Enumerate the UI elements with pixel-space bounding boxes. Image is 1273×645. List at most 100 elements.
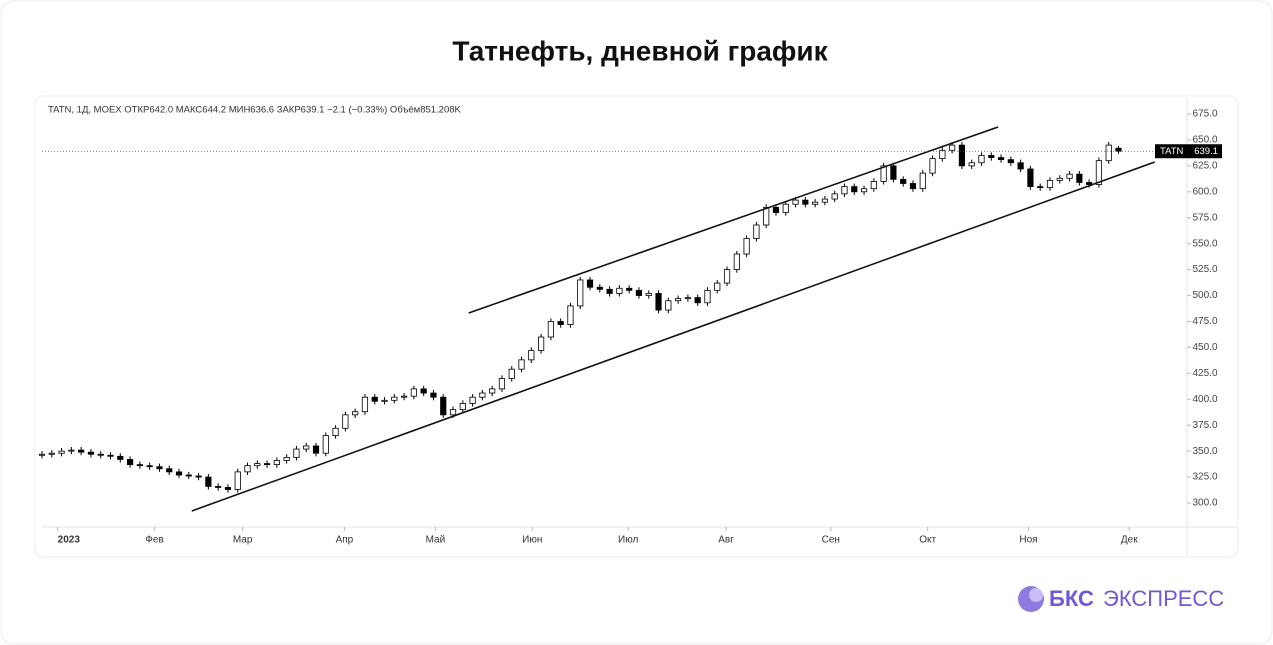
candle-body (371, 396, 378, 402)
candle-body (1105, 144, 1112, 162)
candle-body (175, 471, 183, 476)
trend-line (191, 161, 1155, 512)
candle-body (234, 471, 241, 490)
candle-body (988, 155, 995, 158)
x-tick-label: Сен (822, 535, 840, 546)
candle-body (626, 287, 633, 291)
y-tick-label: 325.0 (1192, 472, 1217, 483)
candle-body (87, 451, 95, 455)
candle-body (949, 144, 956, 151)
logo-name: ЭКСПРЕСС (1103, 586, 1224, 611)
y-tick-label: 550.0 (1192, 238, 1217, 249)
candle-body (1007, 159, 1014, 164)
symbol-info: TATN, 1Д, MOEX ОТКР642.0 МАКС644.2 МИН63… (48, 105, 462, 116)
y-tick-label: 400.0 (1192, 394, 1217, 405)
x-tick-label: Мар (233, 535, 253, 546)
candle-body (547, 321, 554, 338)
candle-body (469, 396, 476, 404)
candle-body (205, 476, 212, 487)
trend-line (468, 126, 999, 314)
candle-body (528, 350, 535, 361)
candle-body (802, 199, 809, 205)
candle-body (880, 165, 887, 182)
candle-body (704, 289, 711, 304)
x-tick-label: 2023 (58, 535, 81, 546)
candle-body (577, 279, 584, 307)
candle-body (821, 198, 828, 203)
candle-body (841, 186, 848, 195)
candle-body (929, 158, 936, 174)
candle-body (900, 178, 907, 184)
x-tick-label: Фев (145, 535, 163, 546)
candle-body (919, 172, 926, 190)
x-tick-label: Окт (919, 535, 936, 546)
candle-body (58, 450, 65, 454)
candle-body (753, 224, 760, 239)
candle-body (1086, 182, 1093, 185)
candle-body (518, 359, 525, 370)
candle-body (743, 238, 750, 255)
candle-body (195, 475, 202, 478)
candle-body (596, 286, 603, 290)
candle-body (342, 414, 349, 429)
candle-body (958, 144, 966, 167)
candle-body (1066, 173, 1073, 179)
logo-brand: БКС (1049, 586, 1094, 611)
candle-body (391, 396, 398, 401)
candle-body (782, 203, 789, 213)
candle-body (714, 282, 721, 291)
chart-title: Татнефть, дневной график (452, 35, 828, 66)
candle-body (675, 298, 682, 302)
candle-body (332, 427, 339, 436)
candle-body (430, 392, 437, 398)
candle-body (890, 165, 897, 180)
candle-body (1115, 147, 1122, 152)
candle-body (312, 445, 320, 454)
y-tick-label: 525.0 (1192, 264, 1217, 275)
candle-body (107, 454, 114, 457)
y-tick-label: 600.0 (1192, 186, 1217, 197)
plot: 300.0 325.0 350.0 375.0 400.0 425.0 450.0 475.0… (38, 109, 1222, 546)
candle-body (48, 452, 55, 455)
candle-body (146, 465, 153, 468)
candle-body (1017, 162, 1024, 170)
logo-icon-highlight (1029, 588, 1043, 602)
candle-body (166, 468, 173, 473)
candle-body (939, 149, 946, 160)
candle-body (851, 186, 858, 193)
y-tick-label: 350.0 (1192, 446, 1217, 457)
candle-body (812, 201, 819, 205)
candle-body (1095, 160, 1103, 185)
y-tick-label: 500.0 (1192, 290, 1217, 301)
candle-body (273, 460, 280, 466)
candle-body (723, 269, 731, 284)
y-tick-label: 575.0 (1192, 212, 1217, 223)
candle-body (606, 288, 613, 294)
candle-body (361, 396, 369, 413)
candle-body (792, 199, 799, 205)
candle-body (185, 474, 192, 477)
candle-body (498, 378, 506, 390)
candle-body (136, 464, 143, 467)
candle-body (635, 289, 643, 296)
y-tick-label: 375.0 (1192, 420, 1217, 431)
y-tick-label: 625.0 (1192, 161, 1217, 172)
candle-body (78, 449, 85, 453)
y-tick-label: 675.0 (1192, 109, 1217, 120)
candle-body (322, 435, 329, 454)
price-label-box (1155, 144, 1222, 159)
x-tick-label: Ноя (1019, 535, 1037, 546)
candle-body (557, 321, 564, 325)
candle-body (263, 463, 271, 466)
candle-body (68, 449, 75, 452)
candle-body (224, 487, 232, 490)
candle-body (694, 297, 701, 304)
x-tick-label: Июл (618, 535, 638, 546)
y-tick-label: 450.0 (1192, 342, 1217, 353)
x-tick-label: Май (426, 535, 446, 546)
candle-body (508, 368, 515, 379)
candle-body (303, 445, 310, 450)
candle-body (1056, 177, 1063, 181)
candle-body (410, 388, 417, 397)
